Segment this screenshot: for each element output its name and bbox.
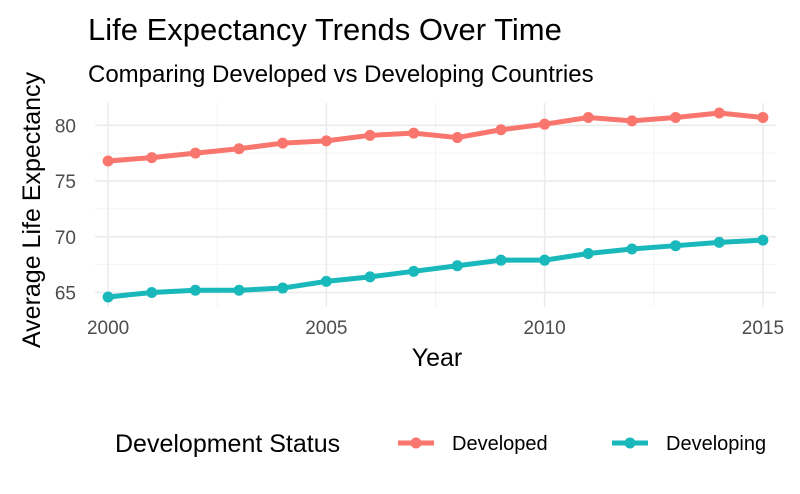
- data-point: [233, 143, 245, 155]
- data-point: [102, 291, 114, 303]
- data-point: [713, 107, 725, 119]
- x-tick-label: 2010: [523, 318, 565, 339]
- data-point: [408, 265, 420, 277]
- data-point: [189, 284, 201, 296]
- data-point: [626, 243, 638, 255]
- x-axis-ticks: 2000 2005 2010 2015: [87, 318, 784, 339]
- x-tick-label: 2015: [742, 318, 784, 339]
- y-axis-ticks: 65 70 75 80: [55, 116, 76, 304]
- series-developed: [102, 107, 769, 167]
- y-tick-label: 80: [55, 116, 76, 137]
- data-point: [277, 137, 289, 149]
- y-tick-label: 75: [55, 172, 76, 193]
- data-point: [582, 111, 594, 123]
- data-point: [146, 152, 158, 164]
- data-point: [364, 129, 376, 141]
- chart-title: Life Expectancy Trends Over Time: [88, 12, 562, 47]
- data-point: [713, 236, 725, 248]
- legend-key-point: [410, 437, 422, 449]
- series-line: [105, 110, 766, 164]
- legend-label: Developed: [452, 433, 548, 455]
- data-point: [102, 155, 114, 167]
- legend-item-developing: Developing: [612, 433, 766, 455]
- data-point: [495, 254, 507, 266]
- legend-title: Development Status: [115, 430, 340, 458]
- data-point: [320, 275, 332, 287]
- y-axis-title: Average Life Expectancy: [18, 71, 46, 348]
- x-tick-label: 2005: [305, 318, 347, 339]
- legend-item-developed: Developed: [398, 433, 548, 455]
- y-tick-label: 70: [55, 228, 76, 249]
- data-point: [539, 118, 551, 130]
- data-point: [626, 115, 638, 127]
- series-layer: [102, 107, 769, 303]
- x-axis-title: Year: [412, 344, 463, 372]
- series-developing: [102, 234, 769, 303]
- data-point: [451, 260, 463, 272]
- data-point: [408, 127, 420, 139]
- data-point: [451, 132, 463, 144]
- data-point: [146, 287, 158, 299]
- y-tick-label: 65: [55, 284, 76, 305]
- data-point: [757, 234, 769, 246]
- data-point: [233, 284, 245, 296]
- data-point: [189, 147, 201, 159]
- data-point: [582, 247, 594, 259]
- chart-subtitle: Comparing Developed vs Developing Countr…: [88, 61, 594, 88]
- data-point: [277, 282, 289, 294]
- data-point: [320, 135, 332, 147]
- data-point: [670, 240, 682, 252]
- legend-label: Developing: [666, 433, 766, 455]
- data-point: [757, 111, 769, 123]
- data-point: [670, 111, 682, 123]
- data-point: [364, 271, 376, 283]
- x-tick-label: 2000: [87, 318, 129, 339]
- legend: Development Status Developed Developing: [115, 430, 766, 458]
- legend-key-point: [624, 437, 636, 449]
- series-line: [105, 237, 766, 300]
- data-point: [495, 124, 507, 136]
- data-point: [539, 254, 551, 266]
